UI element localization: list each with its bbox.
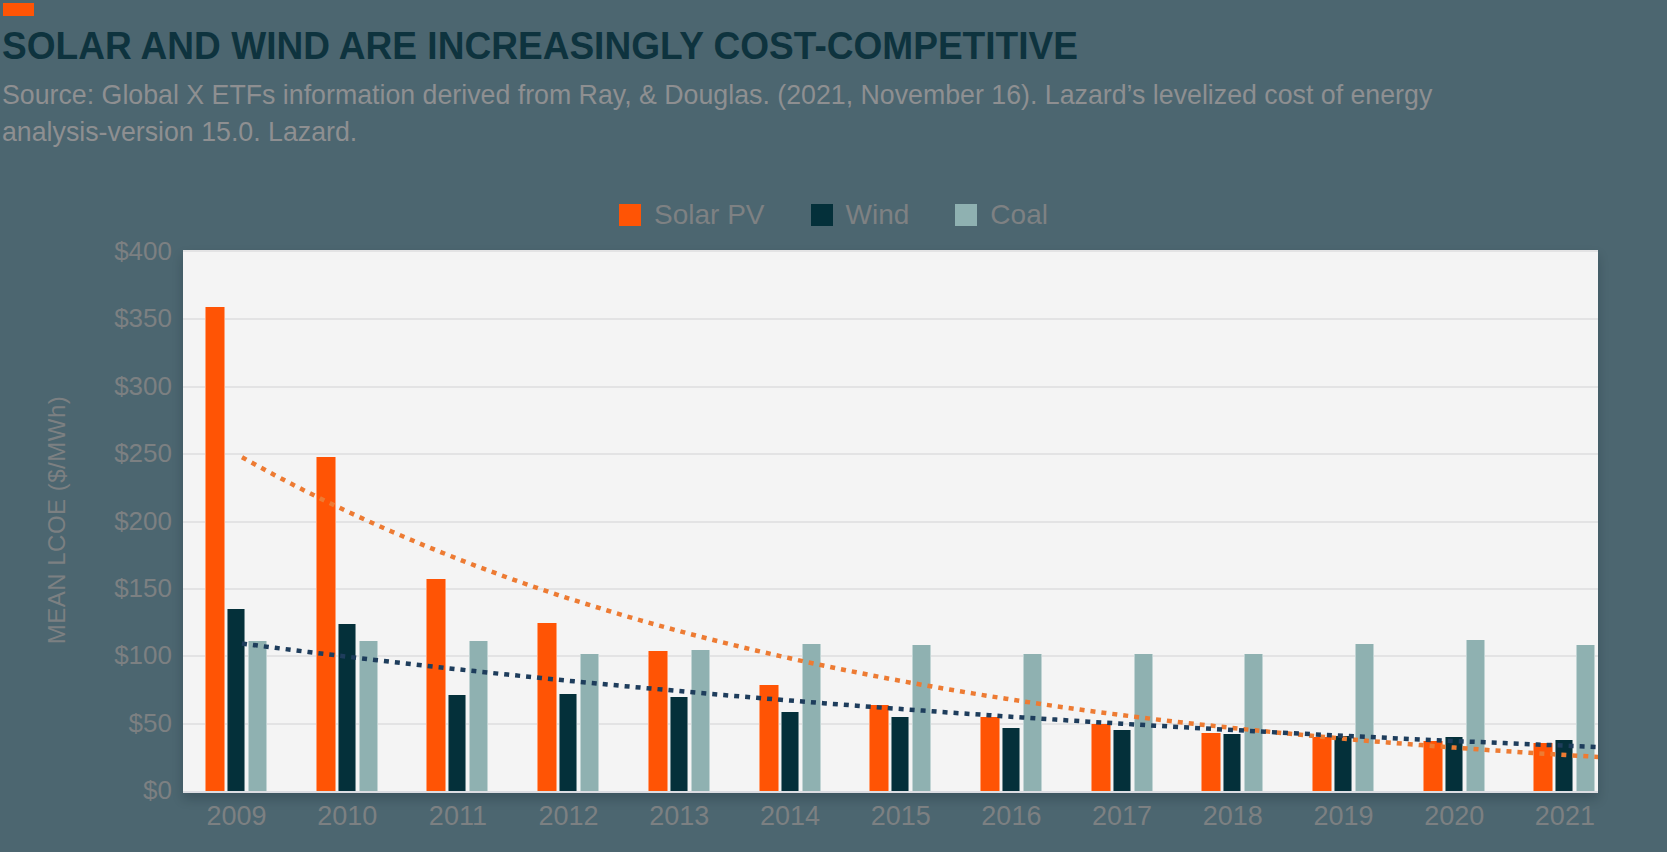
chart-legend: Solar PV Wind Coal (0, 199, 1667, 231)
y-tick-label: $350 (0, 303, 172, 334)
x-tick-label: 2017 (1067, 801, 1177, 832)
y-tick-label: $150 (0, 573, 172, 604)
legend-swatch-icon (955, 204, 977, 226)
legend-item-coal: Coal (955, 199, 1048, 231)
y-tick-label: $200 (0, 506, 172, 537)
trendline-expon-wind (242, 644, 1598, 748)
legend-swatch-icon (811, 204, 833, 226)
y-axis: $0$50$100$150$200$250$300$350$400 (0, 0, 172, 852)
x-tick-label: 2009 (182, 801, 292, 832)
legend-label: Wind (846, 199, 910, 231)
y-tick-label: $250 (0, 438, 172, 469)
legend-item-solar-pv: Solar PV (619, 199, 765, 231)
legend-label: Solar PV (654, 199, 765, 231)
x-axis: 2009201020112012201320142015201620172018… (0, 801, 1667, 837)
trendline-expon-solar-pv (242, 457, 1598, 757)
x-tick-label: 2020 (1399, 801, 1509, 832)
legend-label: Coal (990, 199, 1048, 231)
source-line-2: analysis-version 15.0. Lazard. (2, 113, 1530, 150)
y-tick-label: $100 (0, 640, 172, 671)
x-tick-label: 2019 (1289, 801, 1399, 832)
y-axis-title: MEAN LCOE ($/MWh) (43, 396, 71, 645)
x-tick-label: 2021 (1510, 801, 1620, 832)
y-tick-label: $50 (0, 708, 172, 739)
x-tick-label: 2016 (956, 801, 1066, 832)
x-tick-label: 2015 (846, 801, 956, 832)
trendlines-layer (183, 252, 1598, 791)
x-tick-label: 2013 (624, 801, 734, 832)
x-tick-label: 2011 (403, 801, 513, 832)
x-tick-label: 2010 (292, 801, 402, 832)
source-attribution: Source: Global X ETFs information derive… (2, 76, 1530, 150)
plot-area (183, 250, 1598, 793)
y-tick-label: $400 (0, 236, 172, 267)
y-tick-label: $300 (0, 371, 172, 402)
source-line-1: Source: Global X ETFs information derive… (2, 76, 1530, 113)
x-tick-label: 2018 (1178, 801, 1288, 832)
x-tick-label: 2012 (514, 801, 624, 832)
legend-swatch-icon (619, 204, 641, 226)
legend-item-wind: Wind (811, 199, 910, 231)
x-tick-label: 2014 (735, 801, 845, 832)
